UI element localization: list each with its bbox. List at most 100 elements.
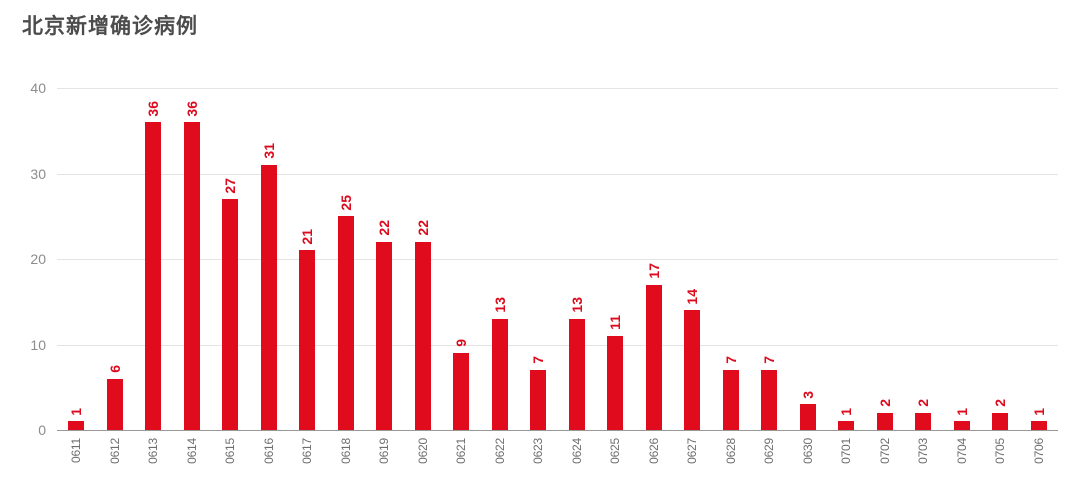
x-tick-label: 0612 <box>107 438 122 464</box>
bar-value-label: 27 <box>222 177 239 194</box>
bar-value-label: 7 <box>722 356 739 365</box>
x-tick-label: 0623 <box>531 438 546 464</box>
x-tick-label: 0630 <box>800 438 815 464</box>
bar-column: 7 <box>722 88 739 430</box>
bar-value-label: 6 <box>106 364 123 373</box>
bar-column: 36 <box>183 88 200 430</box>
bar <box>953 421 970 430</box>
bar-slot-0624: 13 0624 <box>558 88 597 464</box>
bar-slot-0616: 31 0616 <box>250 88 289 464</box>
bar-slot-0625: 11 0625 <box>596 88 635 464</box>
gridline <box>57 173 1058 175</box>
bar-column: 2 <box>992 88 1009 430</box>
x-tick-label: 0704 <box>954 438 969 464</box>
bar <box>453 353 470 430</box>
bar-slot-0612: 6 0612 <box>96 88 135 464</box>
bar-slot-0611: 1 0611 <box>57 88 96 464</box>
bar <box>722 370 739 430</box>
bar-slot-0618: 25 0618 <box>327 88 366 464</box>
bar-column: 7 <box>761 88 778 430</box>
bar <box>337 216 354 430</box>
bar-column: 13 <box>568 88 585 430</box>
bar-slot-0615: 27 0615 <box>211 88 250 464</box>
bar-value-label: 7 <box>530 356 547 365</box>
bar-slot-0628: 7 0628 <box>712 88 751 464</box>
bar <box>299 250 316 430</box>
bar-column: 14 <box>684 88 701 430</box>
bar-slot-0621: 9 0621 <box>442 88 481 464</box>
gridline <box>57 259 1058 260</box>
x-tick-label: 0701 <box>839 438 854 464</box>
gridline <box>57 344 1058 346</box>
bar-value-label: 36 <box>145 100 162 117</box>
bar-column: 36 <box>145 88 162 430</box>
bar-value-label: 14 <box>684 288 701 305</box>
bar <box>645 284 662 430</box>
bar-column: 22 <box>376 88 393 430</box>
bar <box>145 122 162 430</box>
x-tick-label: 0625 <box>608 438 623 464</box>
bar-column: 1 <box>953 88 970 430</box>
bar-value-label: 25 <box>337 194 354 211</box>
bar-column: 3 <box>799 88 816 430</box>
bar-value-label: 17 <box>645 263 662 279</box>
x-tick-label: 0613 <box>146 438 161 464</box>
bar <box>1030 421 1047 430</box>
bar-slot-0622: 13 0622 <box>481 88 520 464</box>
bar <box>68 421 85 430</box>
bar <box>183 122 200 430</box>
bar-column: 1 <box>838 88 855 430</box>
plot-area <box>57 88 1058 431</box>
y-axis: 0 10 20 30 40 <box>0 81 46 437</box>
bar-value-label: 1 <box>953 407 970 416</box>
bar-column: 27 <box>222 88 239 430</box>
bar <box>530 370 547 430</box>
bar-value-label: 3 <box>799 390 816 399</box>
bar-column: 11 <box>607 88 624 430</box>
bar-column: 6 <box>106 88 123 430</box>
bar-slot-0627: 14 0627 <box>673 88 712 464</box>
bar <box>376 241 393 430</box>
bar-slot-0614: 36 0614 <box>173 88 212 464</box>
x-tick-label: 0702 <box>877 438 892 464</box>
x-tick-label: 0618 <box>338 438 353 464</box>
bar <box>992 412 1009 430</box>
bar-slot-0705: 2 0705 <box>981 88 1020 464</box>
bar-value-label: 22 <box>376 220 393 236</box>
x-tick-label: 0628 <box>723 438 738 464</box>
bar <box>491 318 508 430</box>
bar <box>876 412 893 430</box>
x-axis-line <box>57 430 1058 431</box>
x-tick-label: 0611 <box>69 438 84 464</box>
bar-value-label: 7 <box>761 356 778 365</box>
bar-column: 21 <box>299 88 316 430</box>
bar <box>222 199 239 430</box>
x-tick-label: 0619 <box>377 438 392 464</box>
bar-value-label: 36 <box>183 100 200 117</box>
x-tick-label: 0627 <box>685 438 700 464</box>
bar-value-label: 2 <box>876 399 893 407</box>
bar <box>414 241 431 430</box>
bar-slot-0623: 7 0623 <box>519 88 558 464</box>
y-tick-label: 0 <box>38 422 46 438</box>
bar-column: 1 <box>68 88 85 430</box>
x-tick-label: 0621 <box>454 438 469 464</box>
x-tick-label: 0622 <box>492 438 507 464</box>
bar-column: 9 <box>453 88 470 430</box>
bar <box>684 310 701 430</box>
bar-value-label: 31 <box>260 143 277 159</box>
bar-column: 1 <box>1030 88 1047 430</box>
y-tick-label: 10 <box>30 336 46 353</box>
bar-slot-0704: 1 0704 <box>943 88 982 464</box>
y-tick-label: 40 <box>30 80 46 96</box>
x-tick-label: 0620 <box>415 438 430 464</box>
bar-slot-0613: 36 0613 <box>134 88 173 464</box>
y-tick-label: 30 <box>30 165 46 182</box>
bar-column: 2 <box>915 88 932 430</box>
bar-column: 25 <box>337 88 354 430</box>
chart-title: 北京新增确诊病例 <box>22 15 198 38</box>
y-tick-label: 20 <box>30 251 46 267</box>
bar-slot-0626: 17 0626 <box>635 88 674 464</box>
bar-value-label: 11 <box>607 315 624 330</box>
